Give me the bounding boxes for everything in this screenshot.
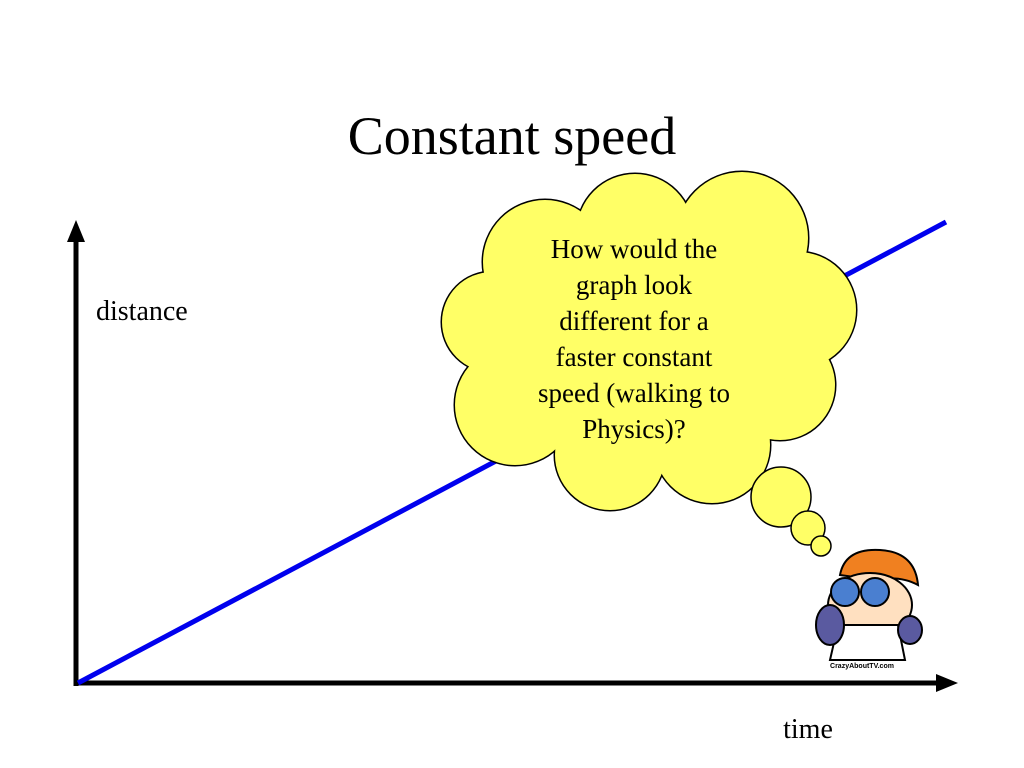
cartoon-caption: CrazyAboutTV.com [830,663,894,670]
thought-cloud [440,170,858,557]
cartoon-character: CrazyAboutTV.com [815,548,923,670]
thought-line: Physics)? [582,414,686,444]
thought-line: different for a [559,306,708,336]
thought-line: graph look [576,270,693,300]
thought-line: speed (walking to [538,378,730,408]
slide-title: Constant speed [348,106,676,166]
thought-line: How would the [551,234,717,264]
y-axis-label: distance [96,296,188,327]
thought-line: faster constant [556,342,713,372]
thought-text: How would the graph look different for a fa… [538,234,730,444]
y-axis-arrow [67,220,85,242]
x-axis-arrow [936,674,958,692]
x-axis-label: time [783,714,833,745]
